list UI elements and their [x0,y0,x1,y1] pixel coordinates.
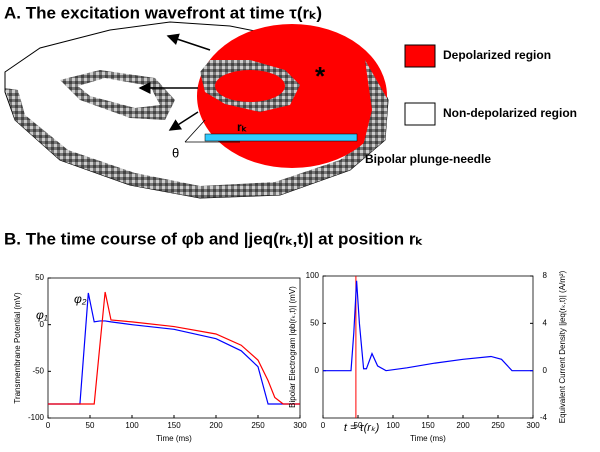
marker-label: t = τ(rₖ) [344,422,380,434]
series-label: φ₂ [74,292,87,306]
y-tick-label: -50 [32,366,44,375]
x-tick-label: 200 [456,421,470,430]
x-tick-label: 100 [386,421,400,430]
y2-tick-label: 4 [543,318,548,327]
y-tick-label: 100 [306,271,320,280]
y2-tick-label: 0 [543,366,548,375]
y2-tick-label: -4 [540,413,548,422]
legend-label: Depolarized region [443,48,551,62]
x-tick-label: 50 [86,421,95,430]
x-tick-label: 200 [209,421,223,430]
y-tick-label: -100 [28,413,45,422]
series-line [48,291,300,405]
star: * [315,61,326,91]
rk-label: rₖ [237,120,248,134]
legend-swatch [404,102,436,126]
y-tick-label: 0 [315,366,320,375]
y-tick-label: 50 [310,318,319,327]
y-axis-label: Transmembrane Potential (mV) [13,292,22,404]
x-tick-label: 100 [125,421,139,430]
x-tick-label: 250 [491,421,505,430]
panel-b-title: B. The time course of φb and |jeq(rₖ,t)|… [4,229,423,248]
x-tick-label: 50 [354,421,363,430]
series-line [323,280,533,372]
needle-label: Bipolar plunge-needle [365,152,491,166]
x-tick-label: 250 [251,421,265,430]
panel-a-title: A. The excitation wavefront at time τ(rₖ… [4,3,322,22]
plot-frame [322,275,534,419]
x-tick-label: 0 [46,421,51,430]
x-tick-label: 0 [321,421,326,430]
series-line [48,292,300,405]
y-axis-label: Bipolar Electrogram |φb(rₖ,t)| (mV) [288,286,297,408]
y-tick-label: 50 [35,273,44,282]
y-tick-label: 0 [40,320,45,329]
theta: θ [172,145,179,160]
x-axis-label: Time (ms) [410,434,446,443]
x-tick-label: 150 [421,421,435,430]
legend-swatch [404,44,436,68]
x-tick-label: 150 [167,421,181,430]
y2-axis-label: Equivalent Current Density |jeq(rₖ,t)| (… [558,270,567,423]
y2-tick-label: 8 [543,271,548,280]
series-label: φ₁ [36,308,48,322]
x-tick-label: 300 [526,421,540,430]
heart-diagram [4,21,389,199]
legend-label: Non-depolarized region [443,106,577,120]
x-tick-label: 300 [293,421,307,430]
x-axis-label: Time (ms) [156,434,192,443]
needle [204,133,358,142]
